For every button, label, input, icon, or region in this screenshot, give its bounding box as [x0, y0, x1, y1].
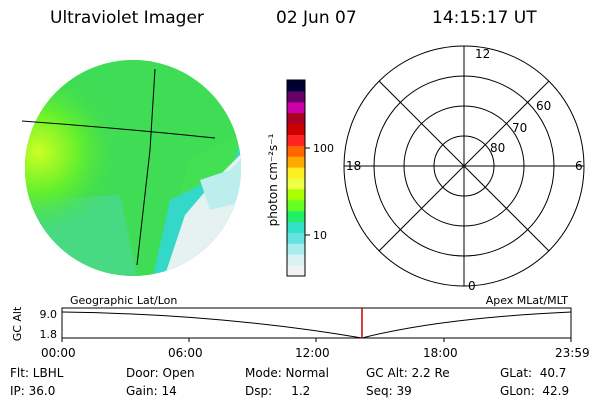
- uv-image-grid: [21, 68, 216, 266]
- colorbar-band: [287, 156, 305, 168]
- info-mode: Mode: Normal: [245, 366, 329, 380]
- colorbar-band: [287, 145, 305, 157]
- colorbar-band: [287, 188, 305, 201]
- polar-label-0: 0: [468, 279, 476, 293]
- colorbar-label-100: 100: [313, 142, 334, 155]
- colorbar-band: [287, 178, 305, 190]
- timeline-tick-2: 12:00: [295, 346, 330, 360]
- colorbar-band: [287, 134, 305, 146]
- timeline-y-bottom: 1.8: [40, 328, 58, 341]
- info-door: Door: Open: [126, 366, 195, 380]
- colorbar-band: [287, 101, 305, 114]
- colorbar-axis-label: photon cm⁻²s⁻¹: [266, 133, 280, 226]
- info-dsp: Dsp: 1.2: [245, 384, 311, 398]
- colorbar-frame: [286, 79, 306, 277]
- colorbar-band: [287, 265, 305, 277]
- time-label: 14:15:17 UT: [432, 8, 537, 28]
- timeline-tick-0: 00:00: [41, 346, 76, 360]
- timeline-right-label: Apex MLat/MLT: [486, 294, 569, 307]
- timeline-tick-1: 06:00: [168, 346, 203, 360]
- timeline-tick-4: 23:59: [555, 346, 590, 360]
- info-gc-alt: GC Alt: 2.2 Re: [366, 366, 450, 380]
- colorbar: [287, 80, 305, 277]
- polar-label-80: 80: [490, 141, 505, 155]
- colorbar-band: [287, 243, 305, 255]
- polar-plot: [343, 45, 585, 287]
- uv-image: [25, 60, 241, 276]
- polar-label-18: 18: [346, 159, 361, 173]
- colorbar-band: [287, 210, 305, 223]
- polar-label-6: 6: [575, 159, 583, 173]
- colorbar-band: [287, 232, 305, 244]
- colorbar-label-10: 10: [313, 229, 327, 242]
- date-label: 02 Jun 07: [276, 8, 357, 28]
- timeline-tick-3: 18:00: [423, 346, 458, 360]
- polar-label-70: 70: [512, 121, 527, 135]
- info-flt: Flt: LBHL: [10, 366, 64, 380]
- colorbar-band: [287, 221, 305, 233]
- altitude-curve: [61, 311, 572, 339]
- colorbar-band: [287, 80, 305, 92]
- timeline-y-top: 9.0: [40, 308, 58, 321]
- info-ip: IP: 36.0: [10, 384, 56, 398]
- colorbar-band: [287, 199, 305, 212]
- timeline-left-label: Geographic Lat/Lon: [70, 294, 177, 307]
- info-gain: Gain: 14: [126, 384, 177, 398]
- info-seq: Seq: 39: [366, 384, 412, 398]
- colorbar-band: [287, 123, 305, 135]
- polar-label-12: 12: [475, 47, 490, 61]
- colorbar-band: [287, 112, 305, 125]
- polar-label-60: 60: [536, 99, 551, 113]
- colorbar-band: [287, 167, 305, 179]
- info-glon: GLon: 42.9: [500, 384, 570, 398]
- timeline-frame: [61, 307, 572, 339]
- colorbar-band: [287, 254, 305, 266]
- info-glat: GLat: 40.7: [500, 366, 567, 380]
- colorbar-band: [287, 90, 305, 103]
- timeline-y-axis-label: GC Alt: [11, 306, 24, 341]
- page-title: Ultraviolet Imager: [50, 8, 204, 28]
